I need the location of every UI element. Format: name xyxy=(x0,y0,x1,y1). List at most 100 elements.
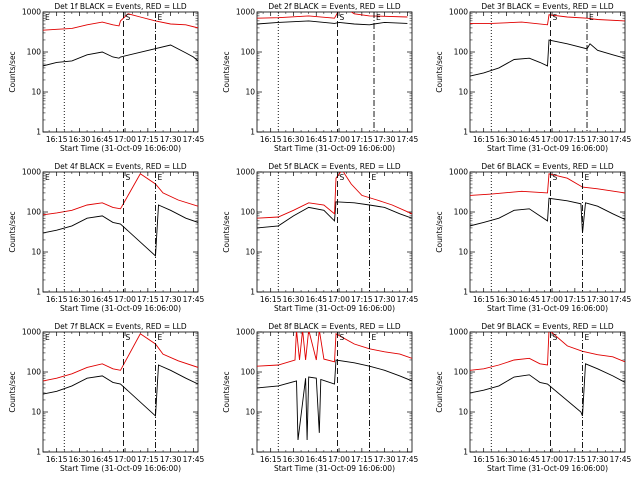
x-axis-label: Start Time (31-Oct-09 16:06:00) xyxy=(274,144,395,153)
plot-frame xyxy=(469,11,626,133)
marker-label: E xyxy=(45,333,50,342)
series-line-events xyxy=(43,204,198,257)
chart-title: Det 5f BLACK = Events, RED = LLD xyxy=(268,162,401,171)
x-tick-label: 16:30 xyxy=(283,295,305,304)
y-tick-label: 1000 xyxy=(236,168,255,177)
x-tick-label: 17:45 xyxy=(610,455,632,464)
x-axis-label: Start Time (31-Oct-09 16:06:00) xyxy=(487,144,608,153)
y-axis-label: Counts/sec xyxy=(435,211,444,252)
plot-frame xyxy=(256,171,413,293)
x-tick-label: 17:45 xyxy=(397,455,419,464)
x-tick-label: 17:45 xyxy=(397,295,419,304)
marker-label: E xyxy=(371,333,376,342)
chart-title: Det 2f BLACK = Events, RED = LLD xyxy=(268,2,401,11)
x-tick-label: 17:15 xyxy=(137,455,159,464)
x-tick-label: 17:30 xyxy=(374,455,396,464)
marker-label: E xyxy=(45,13,50,22)
chart-title: Det 3f BLACK = Events, RED = LLD xyxy=(481,2,614,11)
y-tick-label: 10 xyxy=(458,408,468,417)
series-line-lld xyxy=(470,173,625,196)
chart-title: Det 9f BLACK = Events, RED = LLD xyxy=(481,322,614,331)
x-tick-label: 16:15 xyxy=(473,135,495,144)
marker-label: S xyxy=(553,173,558,182)
x-tick-label: 17:45 xyxy=(183,455,205,464)
x-axis-label: Start Time (31-Oct-09 16:06:00) xyxy=(274,464,395,473)
y-axis-label: Counts/sec xyxy=(435,371,444,412)
y-tick-label: 100 xyxy=(27,368,42,377)
chart-panel: Det 5f BLACK = Events, RED = LLD 1 10 100 10… xyxy=(222,162,418,313)
marker-label: S xyxy=(553,13,558,22)
x-tick-label: 16:45 xyxy=(91,455,113,464)
chart-panel: Det 3f BLACK = Events, RED = LLD 1 10 100 10… xyxy=(435,2,631,153)
x-tick-label: 16:30 xyxy=(283,455,305,464)
plot-frame xyxy=(42,11,199,133)
plot-frame xyxy=(469,331,626,453)
series-line-events xyxy=(43,364,198,417)
chart-panel: Det 8f BLACK = Events, RED = LLD 1 10 100 10… xyxy=(222,322,418,473)
chart-panel: Det 9f BLACK = Events, RED = LLD 1 10 100 10… xyxy=(435,322,631,473)
y-tick-label: 10 xyxy=(245,408,255,417)
x-tick-label: 17:15 xyxy=(351,455,373,464)
marker-label: S xyxy=(340,173,345,182)
y-tick-label: 1 xyxy=(250,128,255,137)
y-tick-label: 100 xyxy=(241,368,256,377)
marker-label: E xyxy=(589,13,594,22)
marker-label: S xyxy=(126,173,131,182)
plot-frame xyxy=(42,331,199,453)
marker-label: E xyxy=(45,173,50,182)
series-line-lld xyxy=(257,12,408,19)
y-axis-label: Counts/sec xyxy=(435,51,444,92)
x-tick-label: 17:00 xyxy=(328,135,350,144)
x-tick-label: 17:30 xyxy=(160,135,182,144)
chart-panel: Det 1f BLACK = Events, RED = LLD 1 10 100 10… xyxy=(8,2,204,153)
x-tick-label: 16:45 xyxy=(305,295,327,304)
series-line-events xyxy=(43,44,198,67)
marker-label: E xyxy=(157,13,162,22)
x-tick-label: 16:45 xyxy=(305,135,327,144)
x-tick-label: 17:30 xyxy=(374,295,396,304)
series-line-lld xyxy=(257,332,412,367)
y-tick-label: 100 xyxy=(27,208,42,217)
plot-frame xyxy=(469,171,626,293)
x-tick-label: 17:00 xyxy=(541,295,563,304)
x-tick-label: 16:15 xyxy=(260,455,282,464)
y-axis-label: Counts/sec xyxy=(222,211,231,252)
marker-label: E xyxy=(157,333,162,342)
series-line-events xyxy=(470,363,625,417)
x-tick-label: 17:45 xyxy=(183,295,205,304)
chart-title: Det 8f BLACK = Events, RED = LLD xyxy=(268,322,401,331)
series-line-events xyxy=(257,20,408,26)
y-tick-label: 100 xyxy=(27,48,42,57)
marker-label: S xyxy=(126,333,131,342)
plot-frame xyxy=(42,171,199,293)
x-tick-label: 16:15 xyxy=(260,295,282,304)
series-line-lld xyxy=(43,333,198,382)
x-tick-label: 17:30 xyxy=(587,455,609,464)
y-axis-label: Counts/sec xyxy=(222,51,231,92)
x-tick-label: 17:30 xyxy=(160,455,182,464)
chart-title: Det 6f BLACK = Events, RED = LLD xyxy=(481,162,614,171)
x-tick-label: 17:15 xyxy=(564,135,586,144)
y-tick-label: 100 xyxy=(454,48,469,57)
y-tick-label: 100 xyxy=(454,208,469,217)
y-tick-label: 10 xyxy=(31,248,41,257)
series-line-lld xyxy=(43,173,198,216)
marker-label: S xyxy=(553,333,558,342)
marker-label: E xyxy=(584,333,589,342)
x-tick-label: 16:30 xyxy=(69,455,91,464)
x-tick-label: 17:15 xyxy=(137,135,159,144)
x-tick-label: 17:45 xyxy=(610,295,632,304)
y-tick-label: 1 xyxy=(36,288,41,297)
marker-label: E xyxy=(376,13,381,22)
series-line-events xyxy=(257,201,412,229)
y-axis-label: Counts/sec xyxy=(222,371,231,412)
chart-title: Det 7f BLACK = Events, RED = LLD xyxy=(54,322,187,331)
x-tick-label: 16:15 xyxy=(473,455,495,464)
series-line-events xyxy=(470,197,625,233)
x-tick-label: 17:15 xyxy=(351,295,373,304)
x-axis-label: Start Time (31-Oct-09 16:06:00) xyxy=(487,464,608,473)
x-tick-label: 17:00 xyxy=(114,135,136,144)
x-tick-label: 16:45 xyxy=(518,135,540,144)
x-tick-label: 16:15 xyxy=(46,135,68,144)
y-tick-label: 1 xyxy=(463,288,468,297)
